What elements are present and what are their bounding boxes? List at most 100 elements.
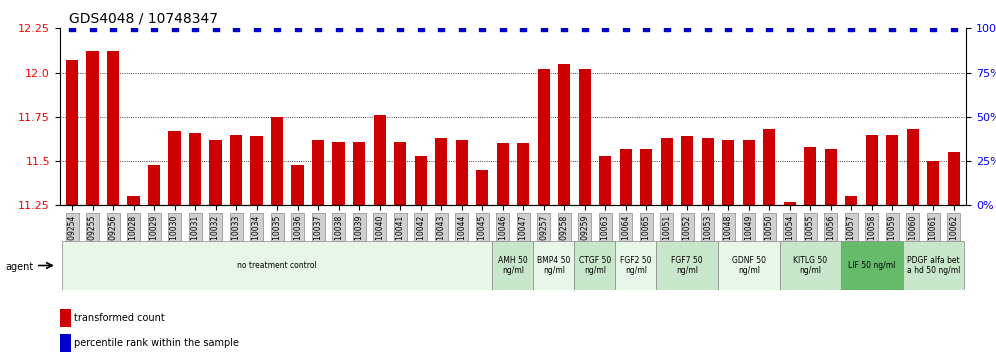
- Bar: [846, 196, 858, 205]
- Text: LIF 50 ng/ml: LIF 50 ng/ml: [849, 261, 895, 270]
- FancyBboxPatch shape: [718, 241, 780, 290]
- Bar: [333, 142, 345, 205]
- Point: [700, 25, 716, 31]
- Point: [249, 25, 265, 31]
- Bar: [87, 51, 99, 205]
- Point: [638, 25, 654, 31]
- Point: [310, 25, 326, 31]
- Bar: [60, 334, 71, 352]
- Point: [187, 25, 203, 31]
- Bar: [435, 138, 447, 205]
- Point: [925, 25, 941, 31]
- Bar: [476, 170, 488, 205]
- Text: FGF2 50
ng/ml: FGF2 50 ng/ml: [621, 256, 651, 275]
- Bar: [168, 131, 180, 205]
- Point: [454, 25, 470, 31]
- Bar: [292, 165, 304, 205]
- Text: agent: agent: [5, 262, 33, 272]
- Point: [515, 25, 531, 31]
- Bar: [148, 165, 160, 205]
- FancyBboxPatch shape: [575, 241, 616, 290]
- Text: FGF7 50
ng/ml: FGF7 50 ng/ml: [671, 256, 703, 275]
- Point: [556, 25, 572, 31]
- Point: [864, 25, 879, 31]
- Bar: [927, 161, 939, 205]
- Point: [884, 25, 900, 31]
- Point: [412, 25, 428, 31]
- Bar: [906, 129, 919, 205]
- Bar: [538, 69, 550, 205]
- Bar: [189, 133, 201, 205]
- Point: [618, 25, 633, 31]
- Text: transformed count: transformed count: [75, 313, 165, 323]
- Text: AMH 50
ng/ml: AMH 50 ng/ml: [498, 256, 528, 275]
- Text: CTGF 50
ng/ml: CTGF 50 ng/ml: [579, 256, 612, 275]
- Point: [803, 25, 819, 31]
- Bar: [886, 135, 898, 205]
- FancyBboxPatch shape: [616, 241, 656, 290]
- Point: [166, 25, 182, 31]
- Point: [658, 25, 674, 31]
- Point: [761, 25, 777, 31]
- Point: [946, 25, 962, 31]
- Point: [125, 25, 141, 31]
- Bar: [640, 149, 652, 205]
- Point: [106, 25, 122, 31]
- Bar: [722, 140, 734, 205]
- Point: [290, 25, 306, 31]
- Bar: [271, 117, 283, 205]
- Point: [269, 25, 285, 31]
- Point: [720, 25, 736, 31]
- Point: [782, 25, 798, 31]
- Text: no treatment control: no treatment control: [237, 261, 317, 270]
- Bar: [250, 136, 263, 205]
- Point: [823, 25, 839, 31]
- Bar: [455, 140, 468, 205]
- Bar: [784, 202, 796, 205]
- Bar: [701, 138, 714, 205]
- Text: PDGF alfa bet
a hd 50 ng/ml: PDGF alfa bet a hd 50 ng/ml: [906, 256, 960, 275]
- Point: [474, 25, 490, 31]
- FancyBboxPatch shape: [656, 241, 718, 290]
- Bar: [743, 140, 755, 205]
- Text: BMP4 50
ng/ml: BMP4 50 ng/ml: [537, 256, 571, 275]
- FancyBboxPatch shape: [492, 241, 534, 290]
- Bar: [60, 309, 71, 327]
- Point: [392, 25, 408, 31]
- Text: GDS4048 / 10748347: GDS4048 / 10748347: [69, 12, 218, 26]
- Text: percentile rank within the sample: percentile rank within the sample: [75, 338, 239, 348]
- Point: [679, 25, 695, 31]
- Bar: [497, 143, 509, 205]
- Point: [64, 25, 80, 31]
- Bar: [374, 115, 385, 205]
- Point: [536, 25, 552, 31]
- Bar: [517, 143, 529, 205]
- Bar: [804, 147, 817, 205]
- FancyBboxPatch shape: [62, 241, 492, 290]
- Point: [207, 25, 223, 31]
- Point: [904, 25, 920, 31]
- Point: [85, 25, 101, 31]
- FancyBboxPatch shape: [902, 241, 964, 290]
- Bar: [312, 140, 325, 205]
- Point: [598, 25, 614, 31]
- Bar: [763, 129, 776, 205]
- Point: [495, 25, 511, 31]
- Bar: [599, 156, 612, 205]
- Bar: [825, 149, 837, 205]
- Bar: [558, 64, 571, 205]
- Point: [331, 25, 347, 31]
- FancyBboxPatch shape: [534, 241, 575, 290]
- Bar: [127, 196, 139, 205]
- Bar: [620, 149, 631, 205]
- Bar: [660, 138, 673, 205]
- Text: GDNF 50
ng/ml: GDNF 50 ng/ml: [732, 256, 766, 275]
- Bar: [107, 51, 120, 205]
- Bar: [947, 152, 960, 205]
- Point: [352, 25, 368, 31]
- Bar: [681, 136, 693, 205]
- Bar: [394, 142, 406, 205]
- Point: [741, 25, 757, 31]
- Point: [228, 25, 244, 31]
- Bar: [353, 142, 366, 205]
